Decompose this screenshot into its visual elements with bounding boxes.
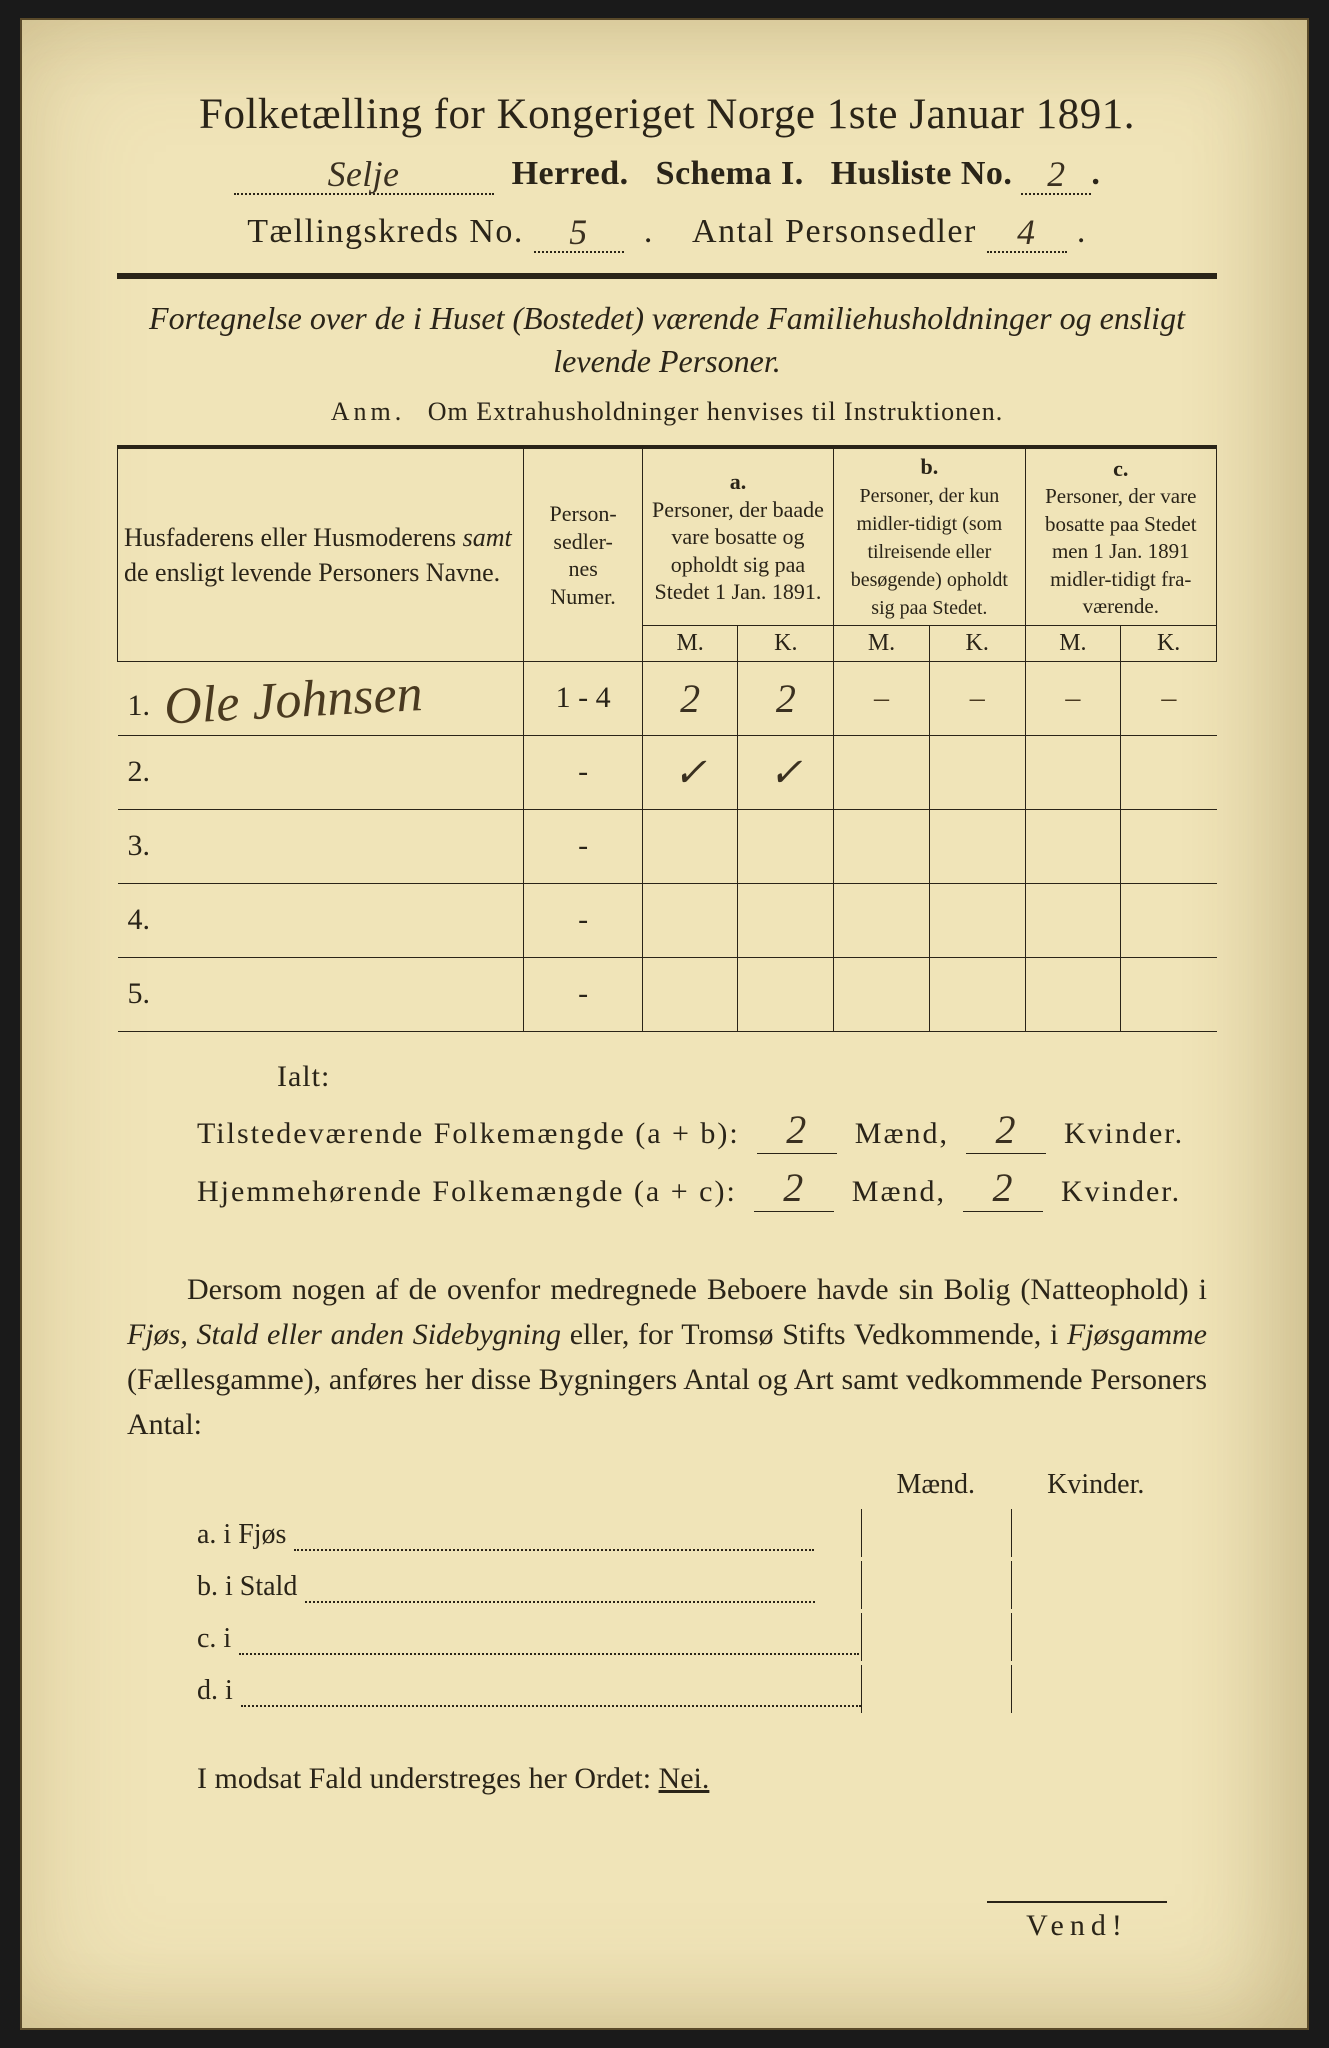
herred-label: Herred. [512,155,629,192]
census-form-page: Folketælling for Kongeriget Norge 1ste J… [20,18,1309,2030]
vend-label: Vend! [987,1901,1167,1943]
hdr-c-K: K. [1121,625,1217,661]
low-hdr-kvinder: Kvinder. [1011,1469,1181,1509]
hdr-b-M: M. [834,625,930,661]
low-a-M [861,1509,1011,1557]
low-d-K [1011,1665,1181,1713]
anm-text: Om Extrahusholdninger henvises til Instr… [428,397,1003,426]
dwelling-table: Mænd. Kvinder. a. i Fjøs b. i Stald c. i… [197,1469,1177,1717]
subtitle: Fortegnelse over de i Huset (Bostedet) v… [117,297,1217,383]
hdr-b: b. Personer, der kun midler-tidigt (som … [834,449,1025,626]
husliste-label: Husliste No. [831,155,1013,192]
husliste-value: 2 [1047,154,1065,194]
hdr-c: c. Personer, der vare bosatte paa Stedet… [1025,449,1216,626]
anm-label: Anm. [331,397,406,426]
table-row: 3. - [118,809,1217,883]
kreds-label: Tællingskreds No. [247,213,524,250]
low-b-K [1011,1561,1181,1609]
totals-home: Hjemmehørende Folkemængde (a + c): 2 Mæn… [197,1164,1217,1212]
divider-1 [117,273,1217,279]
herred-value: Selje [328,154,400,194]
totals-present: Tilstedeværende Folkemængde (a + b): 2 M… [197,1106,1217,1154]
census-table: Husfaderens eller Husmode­rens samt de e… [117,448,1217,1032]
schema-label: Schema I. [656,155,804,192]
ialt-label: Ialt: [277,1060,1217,1094]
table-row: 1. Ole Johnsen 1 - 4 2 2 – – – – [118,661,1217,735]
hdr-a-K: K. [738,625,834,661]
hdr-names: Husfaderens eller Husmode­rens samt de e… [118,449,524,662]
kreds-value: 5 [569,212,588,252]
low-c-M [861,1613,1011,1661]
hdr-b-K: K. [929,625,1025,661]
low-a-K [1011,1509,1181,1557]
low-row-a: a. i Fjøs [197,1509,861,1561]
table-row: 4. - [118,883,1217,957]
low-row-d: d. i [197,1665,861,1717]
table-row: 2. - ✓ ✓ [118,735,1217,809]
page-title: Folketælling for Kongeriget Norge 1ste J… [117,90,1217,139]
low-row-b: b. i Stald [197,1561,861,1613]
low-hdr-maend: Mænd. [861,1469,1011,1509]
low-b-M [861,1561,1011,1609]
header-line-3: Tællingskreds No. 5 . Antal Personsedler… [117,209,1217,253]
antal-label: Antal Personsedler [692,213,977,250]
anm-line: Anm. Om Extrahusholdninger henvises til … [117,397,1217,427]
nei-line: I modsat Fald understreges her Ordet: Ne… [197,1762,1217,1796]
low-row-c: c. i [197,1613,861,1665]
header-line-2: Selje Herred. Schema I. Husliste No. 2. [117,151,1217,195]
antal-value: 4 [1017,212,1036,252]
table-row: 5. - [118,957,1217,1031]
dwelling-paragraph: Dersom nogen af de ovenfor medregnede Be… [127,1267,1207,1447]
low-d-M [861,1665,1011,1713]
hdr-a: a. Personer, der baade vare bosatte og o… [642,449,833,626]
hdr-num: Person-sedler-nesNumer. [524,449,642,662]
hdr-a-M: M. [642,625,738,661]
hdr-c-M: M. [1025,625,1121,661]
low-c-K [1011,1613,1181,1661]
